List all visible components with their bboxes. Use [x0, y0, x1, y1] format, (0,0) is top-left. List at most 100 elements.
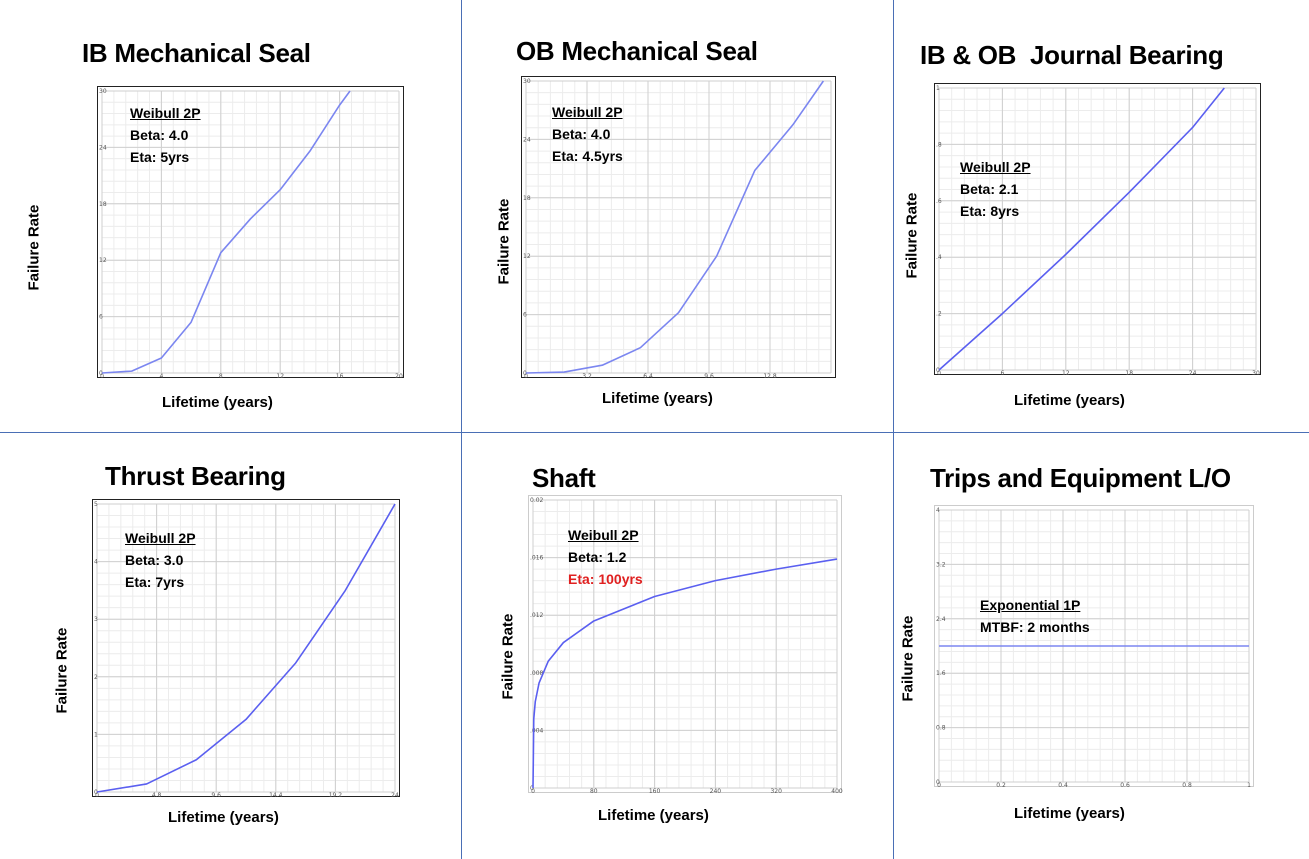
model-annotation: Weibull 2P Beta: 1.2 Eta: 100yrs — [568, 524, 643, 590]
x-tick-label: 0.6 — [1120, 782, 1130, 789]
plot-area: 0 3.2 6.4 9.6 12.8 0 6 12 18 24 30 — [521, 76, 836, 380]
y-axis-label: Failure Rate — [903, 192, 921, 279]
annotation-param-1: Beta: 4.0 — [130, 127, 189, 143]
y-tick-label: 0 — [99, 370, 103, 377]
series-line — [96, 503, 396, 793]
annotation-param-2: Eta: 4.5yrs — [552, 148, 623, 164]
x-axis-label: Lifetime (years) — [602, 390, 713, 407]
x-tick-label: 0 — [100, 373, 104, 380]
x-tick-label: 6 — [1000, 370, 1004, 377]
annotation-param-1: Beta: 4.0 — [552, 126, 611, 142]
model-annotation: Weibull 2P Beta: 2.1 Eta: 8yrs — [960, 156, 1031, 222]
x-tick-label: 0 — [524, 373, 528, 380]
annotation-param-1: MTBF: 2 months — [980, 619, 1090, 635]
chart-title: IB Mechanical Seal — [82, 38, 311, 68]
y-axis-label: Failure Rate — [899, 615, 917, 702]
chart-panel-ib-mechanical-seal: IB Mechanical Seal Failure Rate 0 4 8 12 16 2… — [0, 0, 461, 432]
x-tick-label: 4.8 — [152, 792, 162, 799]
y-tick-label: .6 — [936, 198, 942, 205]
model-annotation: Weibull 2P Beta: 3.0 Eta: 7yrs — [125, 527, 196, 593]
y-tick-label: 0 — [523, 370, 527, 377]
chart-panel-ob-mechanical-seal: OB Mechanical Seal Failure Rate 0 3.2 6.4 9… — [462, 0, 893, 432]
y-tick-label: .4 — [936, 254, 942, 261]
y-axis-label: Failure Rate — [499, 613, 517, 700]
y-tick-label: .2 — [936, 311, 942, 318]
y-tick-label: 1.6 — [936, 670, 946, 677]
chart-svg: 0 6 12 18 24 300.2.4.6.81 — [936, 85, 1260, 377]
x-tick-label: 6.4 — [643, 373, 653, 380]
chart-title: IB & OB Journal Bearing — [920, 40, 1224, 70]
x-tick-label: 9.6 — [704, 373, 714, 380]
y-tick-label: 0 — [936, 367, 940, 374]
series-line — [532, 558, 838, 789]
annotation-model: Weibull 2P — [960, 159, 1031, 175]
annotation-model: Exponential 1P — [980, 597, 1081, 613]
x-tick-label: 9.6 — [211, 792, 221, 799]
annotation-model: Weibull 2P — [552, 104, 623, 120]
y-tick-label: .016 — [530, 555, 544, 562]
x-tick-label: 400 — [831, 788, 843, 795]
x-tick-label: 1 — [1247, 782, 1251, 789]
chart-title: Thrust Bearing — [105, 461, 286, 491]
x-tick-label: 0.8 — [1182, 782, 1192, 789]
x-tick-label: 19.2 — [329, 792, 343, 799]
annotation-param-2: Eta: 5yrs — [130, 149, 190, 165]
y-tick-label: 2 — [94, 674, 98, 681]
divider-vertical-2 — [893, 0, 894, 859]
annotation-param-2: Eta: 7yrs — [125, 574, 185, 590]
x-tick-label: 0 — [95, 792, 99, 799]
series-line — [101, 90, 351, 374]
y-tick-label: 0 — [530, 785, 534, 792]
plot-area: 0 80 160 240 320 400 0.004.008.012.016 0.02 — [528, 495, 843, 795]
y-tick-label: .008 — [530, 670, 544, 677]
x-tick-label: 0.4 — [1058, 782, 1068, 789]
x-tick-label: 0.2 — [996, 782, 1006, 789]
x-tick-label: 24 — [391, 792, 399, 799]
x-tick-label: 20 — [395, 373, 403, 380]
x-tick-label: 320 — [770, 788, 782, 795]
annotation-param-1: Beta: 2.1 — [960, 181, 1019, 197]
y-tick-label: 0.02 — [530, 497, 544, 504]
x-axis-label: Lifetime (years) — [598, 807, 709, 824]
model-annotation: Weibull 2P Beta: 4.0 Eta: 4.5yrs — [552, 101, 623, 167]
y-axis-label: Failure Rate — [495, 198, 513, 285]
x-tick-label: 80 — [590, 788, 598, 795]
y-tick-label: 4 — [936, 507, 940, 514]
x-tick-label: 0 — [937, 782, 941, 789]
divider-vertical-1 — [461, 0, 462, 859]
y-tick-label: 1 — [94, 731, 98, 738]
y-tick-label: 2.4 — [936, 616, 946, 623]
plot-area: 0 6 12 18 24 30 0.2.4.6.8 1 — [934, 83, 1261, 377]
y-tick-label: 12 — [99, 257, 107, 264]
x-tick-label: 160 — [649, 788, 661, 795]
plot-area: 0 4 8 12 16 20 0 6 12 18 24 30 — [97, 86, 404, 380]
x-tick-label: 0 — [937, 370, 941, 377]
annotation-model: Weibull 2P — [125, 530, 196, 546]
y-axis-label: Failure Rate — [25, 204, 43, 291]
annotation-param-1: Beta: 3.0 — [125, 552, 184, 568]
x-tick-label: 14.4 — [269, 792, 283, 799]
x-axis-label: Lifetime (years) — [1014, 805, 1125, 822]
series-line — [938, 87, 1225, 371]
plot-area: 0 4.8 9.6 14.4 19.2 24 0 1 2 3 4 5 — [92, 499, 400, 799]
y-tick-label: 6 — [99, 314, 103, 321]
y-tick-label: 4 — [94, 559, 98, 566]
y-axis-label: Failure Rate — [53, 627, 71, 714]
x-tick-label: 4 — [159, 373, 163, 380]
y-tick-label: 30 — [523, 78, 531, 85]
annotation-model: Weibull 2P — [568, 527, 639, 543]
x-tick-label: 30 — [1252, 370, 1260, 377]
chart-panel-shaft: Shaft Failure Rate 0 80 160 240 320 400 0.004.… — [462, 433, 893, 859]
x-axis-label: Lifetime (years) — [162, 394, 273, 411]
x-tick-label: 16 — [336, 373, 344, 380]
y-tick-label: 0 — [94, 789, 98, 796]
y-tick-label: 12 — [523, 253, 531, 260]
annotation-param-2: Eta: 100yrs — [568, 571, 643, 587]
divider-horizontal — [0, 432, 1309, 433]
model-annotation: Weibull 2P Beta: 4.0 Eta: 5yrs — [130, 102, 201, 168]
y-tick-label: 3 — [94, 616, 98, 623]
y-tick-label: 0 — [936, 779, 940, 786]
